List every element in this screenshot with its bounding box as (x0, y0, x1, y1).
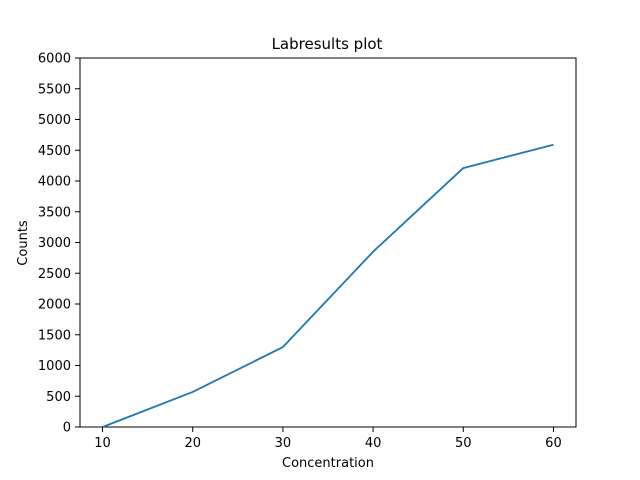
y-tick-label: 3500 (38, 205, 71, 220)
x-tick-label: 10 (94, 436, 111, 451)
y-tick-label: 2000 (38, 298, 71, 313)
x-tick-label: 20 (184, 436, 201, 451)
y-tick-label: 2500 (38, 267, 71, 282)
series-line-0 (102, 143, 554, 428)
x-axis-label: Concentration (282, 456, 374, 471)
x-tick-label: 40 (365, 436, 382, 451)
y-tick-label: 1500 (38, 328, 71, 343)
chart-title: Labresults plot (272, 35, 383, 53)
y-axis-label: Counts (16, 220, 31, 266)
x-axis: 10 20 30 40 50 60 (94, 427, 562, 451)
y-tick-label: 500 (46, 390, 71, 405)
y-tick-label: 6000 (38, 52, 71, 67)
y-axis: 0 500 1000 1500 2000 2500 3000 3500 4000 4500 5000… (38, 52, 80, 436)
y-tick-label: 0 (63, 421, 71, 436)
y-tick-label: 4000 (38, 175, 71, 190)
y-tick-label: 3000 (38, 236, 71, 251)
plot-area (79, 57, 577, 428)
x-tick-label: 60 (545, 436, 562, 451)
y-tick-label: 5000 (38, 113, 71, 128)
plot-frame (79, 57, 577, 428)
series-layer (102, 143, 554, 428)
x-tick-label: 50 (455, 436, 472, 451)
y-tick-label: 5500 (38, 82, 71, 97)
y-tick-label: 4500 (38, 144, 71, 159)
x-tick-label: 30 (275, 436, 292, 451)
y-tick-label: 1000 (38, 359, 71, 374)
